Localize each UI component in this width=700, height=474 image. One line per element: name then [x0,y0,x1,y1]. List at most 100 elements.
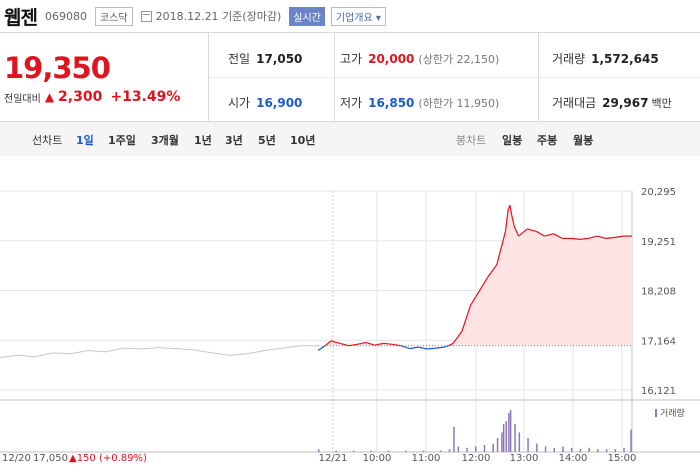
up-arrow-icon: ▲ [44,90,55,104]
stat-label: 거래대금 [552,96,597,110]
volume-bar [527,438,529,452]
y-tick-label: 18,208 [641,287,676,298]
x-tick-label: 11:00 [412,453,441,464]
price-segment [614,235,624,239]
current-price: 19,350 [4,51,111,85]
price-segment [324,340,332,347]
volume-bar [605,449,608,452]
volume-legend-swatch [655,409,657,417]
stat-value: 1,572,645 [591,52,659,66]
change-amount: 2,300 [58,89,103,105]
market-badge: 코스닥 [94,6,133,26]
volume-bar [562,446,564,452]
volume-bar [405,450,407,452]
volume-bar [501,432,503,452]
price-segment [487,264,498,277]
stock-name: 웹젠 [4,6,38,29]
volume-bar [483,445,486,452]
stat-label: 저가 [340,96,363,110]
tab-1y[interactable]: 1년 [194,134,212,147]
calendar-icon [140,10,152,22]
stat-label: 고가 [340,52,363,66]
change-label: 전일대비 [4,93,41,105]
price-segment [330,340,340,344]
price-segment [588,235,598,239]
volume-bar [457,446,460,452]
price-segment [461,305,472,332]
price-segment [504,209,509,232]
stats-bottom-divider [0,121,700,122]
x-axis: 12/21 10:00 11:00 12:00 13:00 14:00 15:00 [319,453,637,464]
tab-weekly-candle[interactable]: 주봉 [537,134,558,147]
volume-bar [509,410,512,452]
volume-bar [466,447,468,452]
stat-high: 고가 20,000 (상한가 22,150) [340,50,499,67]
volume-bar [387,450,390,452]
basis-date-value: 2018.12.21 [155,10,219,23]
price-segment [553,233,563,239]
basis-label: 기준(장마감) [222,10,282,23]
tab-10y[interactable]: 10년 [290,134,316,147]
price-segment [409,346,419,350]
volume-bar [597,449,599,452]
y-tick-label: 16,121 [641,386,676,397]
price-segment [435,346,445,349]
stats-row-divider [209,77,700,78]
price-summary: 19,350 전일대비 ▲ 2,300 +13.49% [0,33,208,121]
change-percent: +13.49% [110,89,181,105]
tab-1w[interactable]: 1주일 [108,134,136,147]
stat-value: 16,850 [368,96,415,110]
stat-limit: (하한가 11,950) [418,97,500,110]
price-segment [579,237,589,240]
price-segment [452,331,463,344]
candle-chart-label: 봉차트 [456,134,487,147]
price-segment [426,347,436,350]
price-segment [365,341,375,346]
price-segment [470,290,480,306]
stat-amount: 거래대금 29,967 백만 [552,94,672,111]
company-overview-dropdown[interactable]: 기업개요 ▾ [330,6,386,26]
stat-value: 17,050 [256,52,303,66]
stat-limit: (상한가 22,150) [418,53,500,66]
tab-monthly-candle[interactable]: 월봉 [573,134,594,147]
tab-1d[interactable]: 1일 [76,134,94,147]
price-segment [509,204,513,215]
x-tick-label: 12/21 [319,453,348,464]
stat-value: 16,900 [256,96,303,110]
footer-prev-price: 17,050 [33,453,68,464]
stat-prev-close: 전일 17,050 [228,50,302,67]
tab-5y[interactable]: 5년 [258,134,276,147]
volume-bar [614,449,617,452]
realtime-button[interactable]: 실시간 [289,6,325,26]
price-segment [605,236,615,239]
volume-bar [492,443,494,452]
price-segment [596,235,606,239]
price-segment [513,226,520,237]
price-chart[interactable]: 20,295 19,251 18,208 17,164 16,121 12/21 10:0… [0,156,700,474]
price-segment [317,345,326,351]
price-segment [570,237,580,240]
volume-bar [579,449,582,452]
stat-label: 시가 [228,96,251,110]
stat-low: 저가 16,850 (하한가 11,950) [340,94,499,111]
volume-bar [318,449,320,452]
volume-bar [514,424,516,452]
price-segment [339,342,349,347]
stat-open: 시가 16,900 [228,94,302,111]
tab-daily-candle[interactable]: 일봉 [502,134,523,147]
price-segment [535,230,546,237]
volume-bar [475,446,477,452]
stat-label: 거래량 [552,52,586,66]
x-tick-label: 12:00 [462,453,491,464]
chart-tabs: 선차트 1일 1주일 3개월 1년 3년 5년 10년 봉차트 일봉 주봉 월봉 [0,122,700,156]
prev-day-line [0,345,318,359]
price-segment [383,342,393,345]
price-segment [496,231,507,265]
tab-3y[interactable]: 3년 [225,134,243,147]
stock-code: 069080 [44,9,87,23]
price-segment [374,342,384,346]
price-segment [511,214,515,227]
tab-3m[interactable]: 3개월 [151,134,179,147]
stat-value: 20,000 [368,52,415,66]
stat-value: 29,967 [602,96,649,110]
